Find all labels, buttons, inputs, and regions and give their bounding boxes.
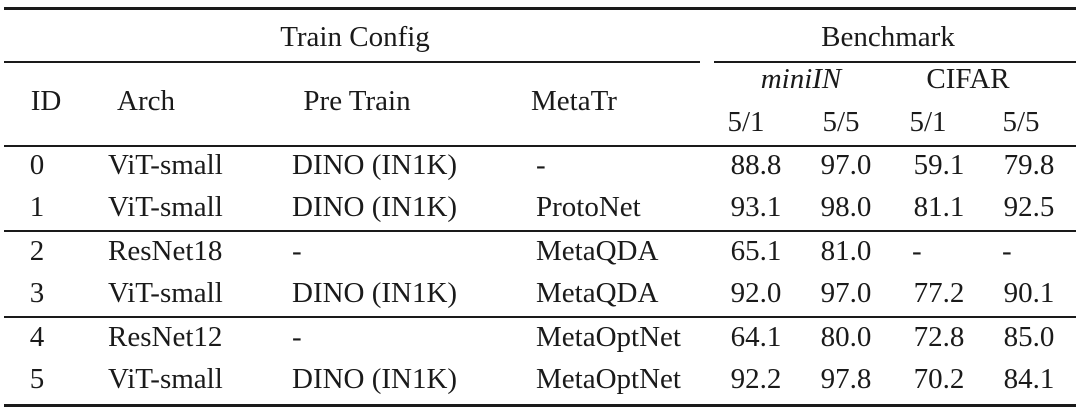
table-cell-mini-5-5: 81.0	[820, 235, 872, 267]
table-cell-cifar-5-5: 85.0	[1003, 321, 1055, 353]
header-rule	[4, 145, 1076, 147]
table-cell-metatr: MetaOptNet	[536, 363, 681, 395]
group-separator-rule-1	[4, 230, 1076, 232]
table-cell-arch: ViT-small	[108, 363, 223, 395]
group-separator-rule-2	[4, 316, 1076, 318]
table-cell-id: 0	[29, 149, 45, 181]
table-cell-pretrain: DINO (IN1K)	[292, 149, 458, 181]
table-cell-mini-5-1: 92.2	[730, 363, 782, 395]
table-cell-mini-5-5: 97.8	[820, 363, 872, 395]
header-pretrain: Pre Train	[303, 85, 411, 117]
table-cell-cifar-5-5: 79.8	[1003, 149, 1055, 181]
table-cell-arch: ViT-small	[108, 149, 223, 181]
header-mini-5-1: 5/1	[727, 106, 765, 138]
table-cell-arch: ViT-small	[108, 191, 223, 223]
header-cifar-5-5: 5/5	[1002, 106, 1040, 138]
table-cell-mini-5-1: 93.1	[730, 191, 782, 223]
header-cifar: CIFAR	[926, 63, 1010, 95]
table-cell-cifar-5-5: 90.1	[1003, 277, 1055, 309]
table-cell-metatr: ProtoNet	[536, 191, 641, 223]
table-cell-mini-5-5: 97.0	[820, 277, 872, 309]
table-cell-arch: ResNet18	[108, 235, 223, 267]
header-cifar-5-1: 5/1	[909, 106, 947, 138]
table-cell-cifar-5-1: 70.2	[913, 363, 965, 395]
table-cell-pretrain: DINO (IN1K)	[292, 277, 458, 309]
table-cell-mini-5-1: 65.1	[730, 235, 782, 267]
table-cell-id: 5	[29, 363, 45, 395]
table-cell-cifar-5-1: 77.2	[913, 277, 965, 309]
table-cell-mini-5-1: 88.8	[730, 149, 782, 181]
table-cell-mini-5-1: 92.0	[730, 277, 782, 309]
table-cell-pretrain: DINO (IN1K)	[292, 363, 458, 395]
table-cell-id: 2	[29, 235, 45, 267]
top-rule	[4, 7, 1076, 10]
header-miniin: miniIN	[760, 63, 842, 95]
table-cell-cifar-5-1: -	[912, 235, 922, 267]
table-cell-id: 3	[29, 277, 45, 309]
table-cell-mini-5-5: 80.0	[820, 321, 872, 353]
table-cell-mini-5-1: 64.1	[730, 321, 782, 353]
bottom-rule	[4, 404, 1076, 407]
header-mini-5-5: 5/5	[822, 106, 860, 138]
table-cell-metatr: MetaOptNet	[536, 321, 681, 353]
table-cell-cifar-5-5: -	[1002, 235, 1012, 267]
table-cell-cifar-5-5: 84.1	[1003, 363, 1055, 395]
header-id: ID	[30, 85, 62, 117]
table-cell-arch: ResNet12	[108, 321, 223, 353]
table-cell-pretrain: -	[292, 235, 302, 267]
table-cell-cifar-5-5: 92.5	[1003, 191, 1055, 223]
table-cell-id: 1	[29, 191, 45, 223]
table-cell-mini-5-5: 97.0	[820, 149, 872, 181]
table-cell-pretrain: DINO (IN1K)	[292, 191, 458, 223]
table-cell-metatr: MetaQDA	[536, 235, 659, 267]
header-train-config: Train Config	[280, 21, 430, 53]
table-cell-cifar-5-1: 81.1	[913, 191, 965, 223]
header-arch: Arch	[117, 85, 175, 117]
table-cell-metatr: MetaQDA	[536, 277, 659, 309]
group-rule-bench	[714, 61, 1076, 63]
table-cell-arch: ViT-small	[108, 277, 223, 309]
table-cell-mini-5-5: 98.0	[820, 191, 872, 223]
table-cell-metatr: -	[536, 149, 546, 181]
group-rule-train	[4, 61, 700, 63]
header-benchmark: Benchmark	[821, 21, 955, 53]
table-cell-pretrain: -	[292, 321, 302, 353]
table-cell-id: 4	[29, 321, 45, 353]
header-metatr: MetaTr	[531, 85, 617, 117]
table-cell-cifar-5-1: 72.8	[913, 321, 965, 353]
table-cell-cifar-5-1: 59.1	[913, 149, 965, 181]
